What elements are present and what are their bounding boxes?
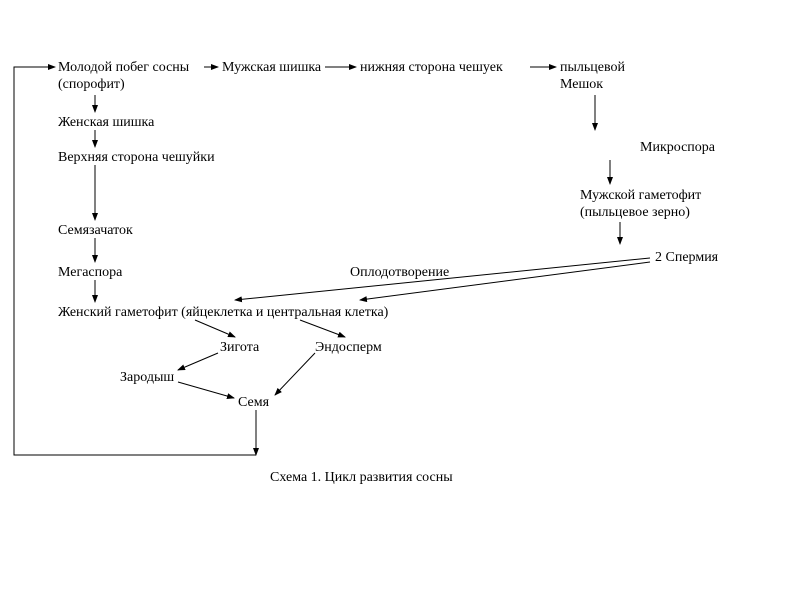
node-male_cone: Мужская шишка: [222, 60, 321, 77]
node-endosperm: Эндосперм: [315, 340, 382, 357]
node-microspore: Микроспора: [640, 140, 715, 157]
diagram-caption: Схема 1. Цикл развития сосны: [270, 470, 453, 487]
node-ovule: Семязачаток: [58, 223, 133, 240]
node-pollen_sac: пыльцевойМешок: [560, 60, 625, 94]
node-sporophyte: Молодой побег сосны(спорофит): [58, 60, 189, 94]
diagram-stage: Молодой побег сосны(спорофит) Мужская шиш…: [0, 0, 800, 600]
node-male_gametophyte: Мужской гаметофит(пыльцевое зерно): [580, 188, 701, 222]
node-embryo: Зародыш: [120, 370, 174, 387]
node-scale_upper: Верхняя сторона чешуйки: [58, 150, 215, 167]
node-female_gametophyte: Женский гаметофит (яйцеклетка и централь…: [58, 305, 388, 322]
node-megaspore: Мегаспора: [58, 265, 122, 282]
node-seed: Семя: [238, 395, 269, 412]
node-scale_lower: нижняя сторона чешуек: [360, 60, 503, 77]
node-zygote: Зигота: [220, 340, 259, 357]
node-female_cone: Женская шишка: [58, 115, 154, 132]
node-fertilization: Оплодотворение: [350, 265, 449, 282]
node-two_sperm: 2 Спермия: [655, 250, 718, 267]
